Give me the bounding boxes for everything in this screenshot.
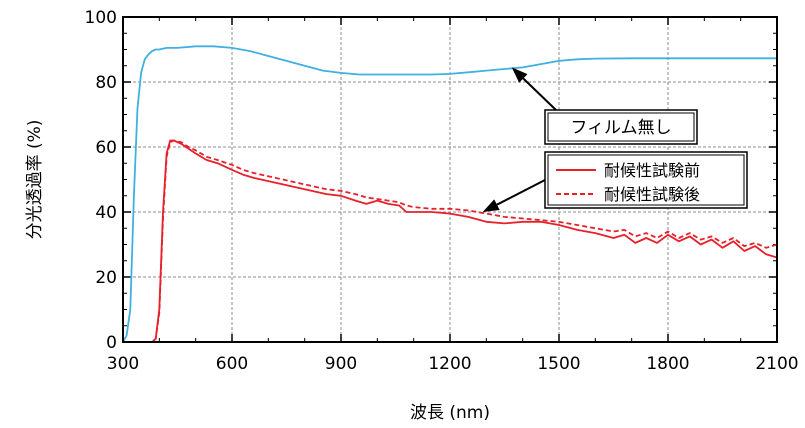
- x-tick-label: 1800: [646, 354, 689, 374]
- series-line-2: [123, 139, 778, 343]
- annotation-no-film-arrow-head: [511, 67, 528, 83]
- y-tick-label: 0: [106, 333, 117, 353]
- x-tick-label: 600: [216, 354, 248, 374]
- y-tick-label: 80: [95, 73, 117, 93]
- x-tick-label: 2100: [755, 354, 798, 374]
- annotation-no-film-inner-box: [547, 112, 695, 142]
- annotation-no-film: フィルム無し: [511, 67, 698, 145]
- legend-label-before: 耐候性試験前: [604, 161, 700, 180]
- annotation-no-film-arrow-line: [522, 77, 557, 111]
- x-tick-label: 300: [107, 354, 139, 374]
- x-tick-label: 1500: [537, 354, 580, 374]
- series-line-1: [123, 139, 778, 343]
- y-axis-title: 分光透過率 (%): [25, 120, 45, 240]
- series-line-0: [122, 45, 777, 343]
- series-layer: [122, 45, 778, 343]
- legend-label-after: 耐候性試験後: [604, 185, 700, 204]
- tick-labels: 300 600 900 1200 1500 1800 2100 0 20 40 60 80 100: [85, 8, 799, 374]
- legend-arrow-line: [496, 179, 546, 206]
- legend-inner-box: [547, 154, 745, 206]
- y-tick-label: 60: [95, 138, 117, 158]
- y-tick-label: 40: [95, 203, 117, 223]
- legend-box: [544, 151, 748, 209]
- x-tick-label: 1200: [428, 354, 471, 374]
- y-tick-label: 20: [95, 268, 117, 288]
- x-axis-title: 波長 (nm): [410, 403, 490, 423]
- x-tick-label: 900: [325, 354, 357, 374]
- annotation-no-film-text: フィルム無し: [570, 118, 671, 138]
- y-tick-label: 100: [85, 8, 117, 28]
- legend-arrow-head: [482, 199, 500, 212]
- plot-frame: [122, 16, 778, 343]
- legend: 耐候性試験前 耐候性試験後: [482, 151, 748, 212]
- annotation-no-film-box: [544, 109, 698, 145]
